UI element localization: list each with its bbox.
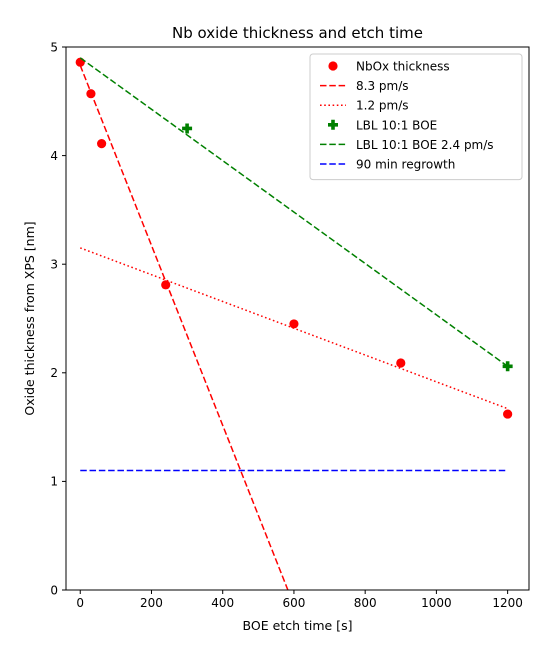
x-tick-label: 200 xyxy=(140,596,163,610)
legend-label: NbOx thickness xyxy=(356,60,450,74)
data-point-0-5 xyxy=(396,358,406,368)
x-axis: 0 200 400 600 800 1000 1200 xyxy=(76,590,523,610)
y-axis: 0 1 2 3 4 5 xyxy=(50,40,66,597)
legend-label: 90 min regrowth xyxy=(356,158,455,172)
y-tick-label: 3 xyxy=(50,258,58,272)
y-axis-label: Oxide thickness from XPS [nm] xyxy=(22,221,37,415)
series-line-4 xyxy=(79,57,509,367)
data-point-0-4 xyxy=(289,319,299,329)
x-axis-label: BOE etch time [s] xyxy=(243,618,353,633)
legend-label: 8.3 pm/s xyxy=(356,79,409,93)
chart-title: Nb oxide thickness and etch time xyxy=(172,24,423,42)
data-point-3-0 xyxy=(182,123,193,134)
legend-label: LBL 10:1 BOE 2.4 pm/s xyxy=(356,138,494,152)
y-tick-label: 0 xyxy=(50,583,58,597)
data-point-3-1 xyxy=(502,361,513,372)
y-tick-label: 1 xyxy=(50,475,58,489)
legend-label: LBL 10:1 BOE xyxy=(356,118,437,132)
x-tick-label: 600 xyxy=(282,596,305,610)
series-line-1 xyxy=(79,65,289,590)
legend-swatch-3 xyxy=(328,119,339,130)
y-tick-label: 2 xyxy=(50,366,58,380)
plot-frame xyxy=(65,46,530,591)
x-tick-label: 0 xyxy=(76,596,84,610)
series-layer xyxy=(75,57,513,590)
legend-swatch-0 xyxy=(328,61,338,71)
x-tick-label: 1000 xyxy=(421,596,452,610)
y-tick-label: 4 xyxy=(50,149,58,163)
legend-box xyxy=(309,53,523,181)
data-point-0-6 xyxy=(503,409,513,419)
legend-label: 1.2 pm/s xyxy=(356,99,409,113)
x-tick-label: 1200 xyxy=(492,596,523,610)
x-tick-label: 800 xyxy=(354,596,377,610)
data-point-0-0 xyxy=(75,57,85,67)
data-point-0-3 xyxy=(161,280,171,290)
series-line-2 xyxy=(79,247,508,410)
x-tick-label: 400 xyxy=(211,596,234,610)
legend: NbOx thickness 8.3 pm/s 1.2 pm/s LBL 10:1 B… xyxy=(309,53,523,181)
y-tick-label: 5 xyxy=(50,40,58,54)
data-point-0-2 xyxy=(97,139,107,149)
